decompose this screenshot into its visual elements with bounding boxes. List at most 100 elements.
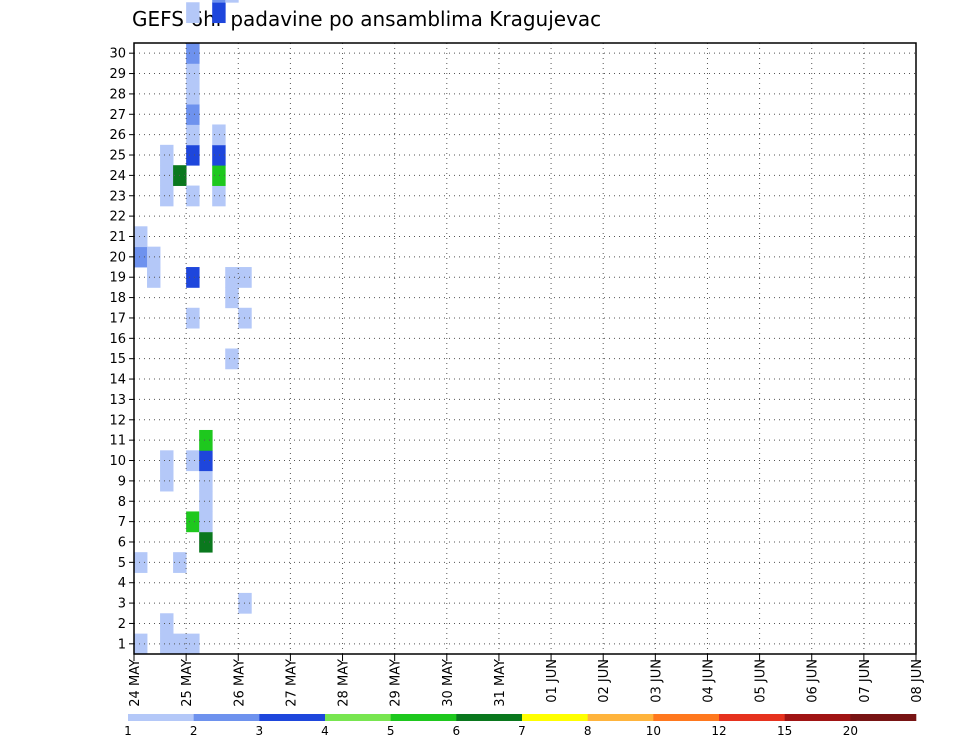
heatmap-cell <box>186 2 200 24</box>
x-tick-label: 24 MAY <box>128 659 143 707</box>
colorbar-label: 20 <box>843 724 858 738</box>
x-tick-label: 26 MAY <box>232 659 247 707</box>
y-tick-label: 14 <box>109 373 126 388</box>
y-tick-label: 2 <box>118 617 126 632</box>
x-tick-label: 05 JUN <box>754 659 769 703</box>
y-tick-label: 4 <box>118 576 126 591</box>
colorbar-segment <box>128 714 194 721</box>
heatmap-cell <box>199 450 213 472</box>
y-tick-label: 19 <box>109 271 126 286</box>
heatmap-cell <box>160 613 174 635</box>
y-tick-label: 22 <box>109 210 126 225</box>
y-tick-label: 12 <box>109 413 126 428</box>
colorbar-segment <box>587 714 654 721</box>
heatmap-cell <box>186 43 200 64</box>
colorbar-label: 1 <box>124 724 132 738</box>
heatmap-cell <box>186 307 200 329</box>
heatmap-cell <box>160 144 174 166</box>
colorbar-segment <box>325 714 391 721</box>
x-tick-label: 25 MAY <box>180 659 195 707</box>
heatmap-cell <box>160 470 174 492</box>
y-tick-label: 29 <box>109 67 126 82</box>
colorbar-segment <box>719 714 785 721</box>
heatmap-cell <box>186 511 200 533</box>
grid-lines <box>134 43 916 654</box>
heatmap-cell <box>212 185 226 207</box>
y-tick-label: 15 <box>109 352 126 367</box>
colorbar-segment <box>390 714 457 721</box>
x-tick-label: 07 JUN <box>858 659 873 703</box>
y-tick-label: 11 <box>109 434 126 449</box>
x-tick-label: 03 JUN <box>649 659 664 703</box>
y-tick-label: 6 <box>118 535 126 550</box>
heatmap-cell <box>186 185 200 207</box>
y-tick-label: 3 <box>118 597 126 612</box>
y-tick-label: 27 <box>109 108 126 123</box>
y-tick-label: 20 <box>109 250 126 265</box>
x-tick-label: 31 MAY <box>493 659 508 707</box>
heatmap-cell <box>199 531 213 553</box>
colorbar-label: 8 <box>584 724 592 738</box>
x-tick-label: 28 MAY <box>337 659 352 707</box>
heatmap-cell <box>134 246 148 268</box>
heatmap-cell <box>212 0 226 3</box>
x-tick-label: 08 JUN <box>910 659 925 703</box>
heatmap-cell <box>186 633 200 655</box>
y-tick-label: 23 <box>109 189 126 204</box>
y-tick-label: 26 <box>109 128 126 143</box>
colorbar-label: 10 <box>646 724 661 738</box>
colorbar-label: 7 <box>518 724 526 738</box>
colorbar-segment <box>784 714 851 721</box>
plot-frame <box>133 42 917 655</box>
y-tick-label: 25 <box>109 149 126 164</box>
heatmap-cell <box>186 104 200 125</box>
heatmap-cell <box>134 226 148 248</box>
y-tick-label: 9 <box>118 474 126 489</box>
heatmap-cell <box>199 511 213 533</box>
y-tick-label: 8 <box>118 495 126 510</box>
colorbar-segment <box>456 714 523 721</box>
y-tick-label: 7 <box>118 515 126 530</box>
heatmap-cell <box>212 165 226 186</box>
x-tick-label: 01 JUN <box>545 659 560 703</box>
y-axis-ticks: 1234567891011121314151617181920212223242… <box>109 47 134 652</box>
x-axis-ticks: 24 MAY 25 MAY 26 MAY 27 MAY 28 MAY 29 MAY 30 M… <box>128 654 925 707</box>
heatmap-cell <box>225 287 239 309</box>
chart-title: GEFS 6hr padavine po ansamblima Kragujev… <box>132 7 601 31</box>
y-tick-label: 18 <box>109 291 126 306</box>
colorbar-label: 3 <box>256 724 264 738</box>
heatmap-cell <box>160 450 174 472</box>
x-tick-label: 30 MAY <box>441 659 456 707</box>
heatmap-cell <box>212 124 226 146</box>
heatmap-cell <box>134 633 148 655</box>
heatmap-cell <box>225 0 239 3</box>
heatmap-cell <box>160 165 174 186</box>
y-tick-label: 28 <box>109 87 126 102</box>
colorbar-segment <box>850 714 917 721</box>
colorbar-label: 6 <box>453 724 461 738</box>
colorbar: 1 2 3 4 5 6 7 8 10 12 15 20 <box>124 714 917 738</box>
heatmap-cell <box>186 124 200 146</box>
heatmap-cell <box>186 83 200 105</box>
heatmap-cell <box>225 267 239 288</box>
colorbar-segment <box>259 714 326 721</box>
y-tick-label: 13 <box>109 393 126 408</box>
x-tick-label: 02 JUN <box>597 659 612 703</box>
y-tick-label: 17 <box>109 311 126 326</box>
colorbar-label: 15 <box>777 724 792 738</box>
x-tick-label: 04 JUN <box>701 659 716 703</box>
heatmap-cell <box>186 267 200 288</box>
x-tick-label: 29 MAY <box>389 659 404 707</box>
heatmap-cell <box>199 429 213 451</box>
colorbar-label: 12 <box>711 724 726 738</box>
heatmap-cell <box>186 144 200 166</box>
heatmap-cell <box>212 144 226 166</box>
y-tick-label: 16 <box>109 332 126 347</box>
y-tick-label: 24 <box>109 169 126 184</box>
y-tick-label: 30 <box>109 47 126 62</box>
heatmap-cell <box>199 491 213 512</box>
heatmap-cell <box>134 552 148 573</box>
y-tick-label: 21 <box>109 230 126 245</box>
heatmap-cell <box>225 348 239 370</box>
